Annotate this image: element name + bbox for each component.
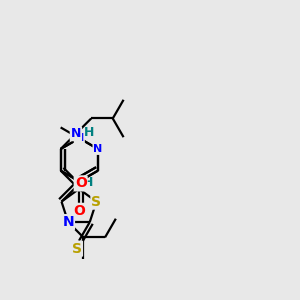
Text: N: N bbox=[62, 215, 74, 229]
Text: S: S bbox=[72, 242, 82, 256]
Text: H: H bbox=[82, 176, 93, 189]
Text: N: N bbox=[75, 133, 84, 143]
Text: O: O bbox=[75, 176, 87, 190]
Text: O: O bbox=[74, 204, 85, 218]
Text: H: H bbox=[84, 126, 94, 139]
Text: S: S bbox=[92, 195, 101, 208]
Text: N: N bbox=[93, 144, 103, 154]
Text: N: N bbox=[71, 127, 81, 140]
